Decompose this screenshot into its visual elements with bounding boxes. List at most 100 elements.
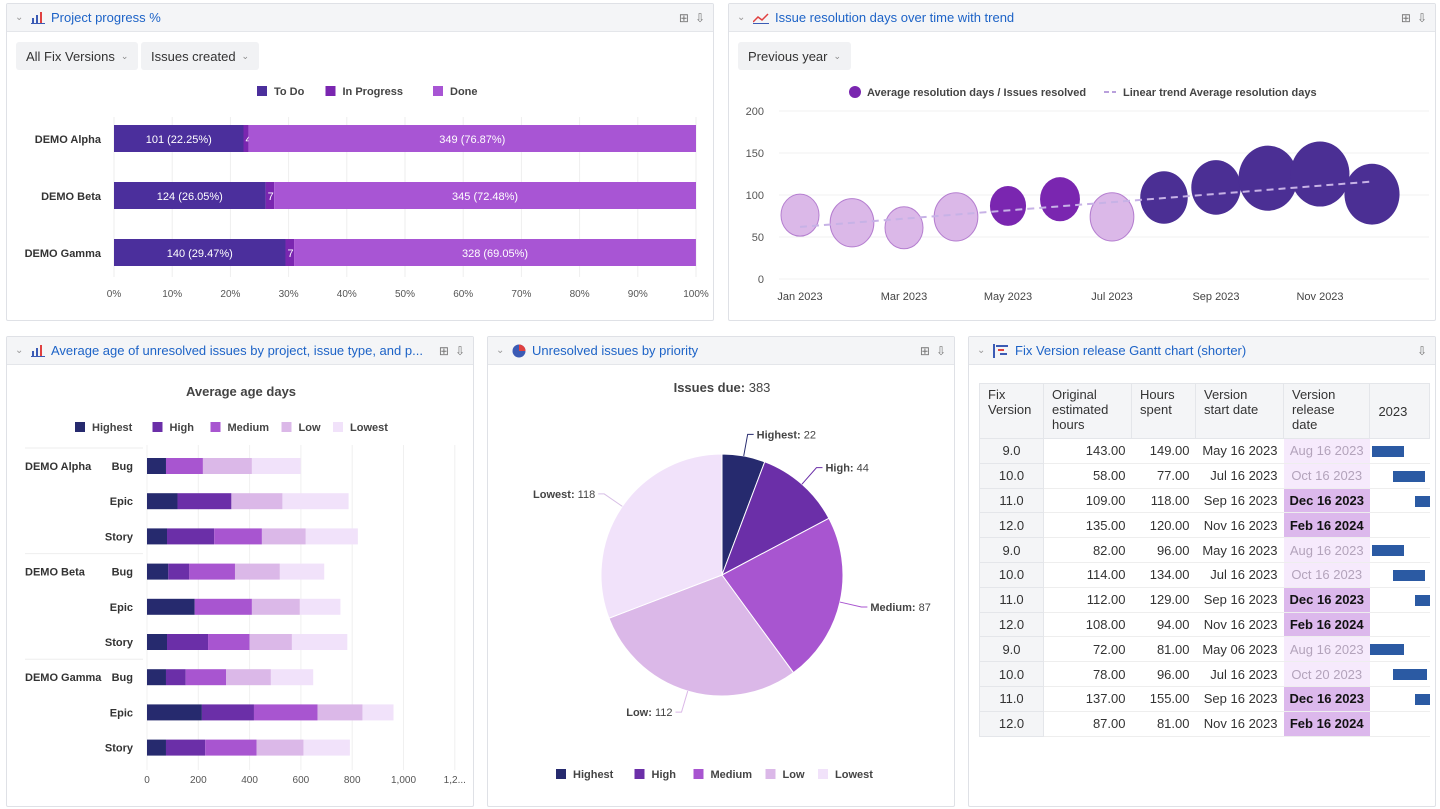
x-tick-label: 400 — [241, 775, 258, 786]
release-date-cell: Aug 16 2023 — [1283, 438, 1370, 464]
panel-title[interactable]: Issue resolution days over time with tre… — [775, 10, 1015, 25]
gantt-timeline-cell — [1369, 711, 1430, 737]
panel-title[interactable]: Project progress % — [51, 10, 161, 25]
category-label: Bug — [112, 567, 133, 579]
table-row: 12.0 87.00 81.00 Nov 16 2023 Feb 16 2024 — [979, 710, 1430, 737]
x-tick-label: May 2023 — [984, 291, 1032, 303]
bar-segment — [114, 125, 244, 152]
estimated-hours-cell: 58.00 — [1043, 463, 1132, 489]
column-header[interactable]: Version start date — [1195, 383, 1284, 439]
x-tick-label: 80% — [570, 289, 590, 300]
download-icon[interactable]: ⇩ — [1416, 343, 1427, 358]
start-date-cell: Sep 16 2023 — [1195, 686, 1284, 712]
start-date-cell: Jul 16 2023 — [1195, 562, 1284, 588]
bar-segment — [147, 563, 169, 580]
bar-segment — [265, 182, 275, 209]
collapse-chevron-icon[interactable]: ⌄ — [15, 12, 24, 23]
hours-spent-cell: 94.00 — [1131, 612, 1196, 638]
fix-versions-dropdown[interactable]: All Fix Versions ⌄ — [16, 42, 139, 70]
fix-version-cell: 10.0 — [979, 661, 1044, 687]
estimated-hours-cell: 82.00 — [1043, 537, 1132, 563]
fix-version-cell: 12.0 — [979, 512, 1044, 539]
table-view-icon[interactable]: ⊞ — [438, 343, 449, 358]
collapse-chevron-icon[interactable]: ⌄ — [15, 345, 24, 356]
table-view-icon[interactable]: ⊞ — [1400, 10, 1411, 25]
gantt-bar[interactable] — [1371, 446, 1405, 457]
release-date-cell: Dec 16 2023 — [1283, 488, 1370, 514]
legend-label: Done — [450, 86, 478, 98]
priority-pie-chart: Issues due: 383 Highest: 22 High: 44 Medium… — [533, 380, 931, 781]
gantt-bar[interactable] — [1369, 644, 1405, 656]
panel-title[interactable]: Fix Version release Gantt chart (shorter… — [1015, 343, 1247, 358]
table-view-icon[interactable]: ⊞ — [919, 343, 930, 358]
gantt-bar[interactable] — [1371, 545, 1405, 557]
download-icon[interactable]: ⇩ — [1416, 10, 1427, 25]
gantt-bar[interactable] — [1393, 470, 1426, 482]
table-row: 11.0 112.00 129.00 Sep 16 2023 Dec 16 2023 — [979, 586, 1430, 613]
x-tick-label: 0 — [144, 775, 150, 786]
column-header[interactable]: Hours spent — [1131, 383, 1196, 439]
column-header[interactable]: Fix Version — [979, 383, 1044, 439]
legend-label: Highest — [92, 422, 133, 434]
panel-title[interactable]: Unresolved issues by priority — [532, 343, 699, 358]
collapse-chevron-icon[interactable]: ⌄ — [737, 12, 746, 23]
x-tick-label: 50% — [395, 289, 415, 300]
bar-segment — [256, 739, 304, 756]
bar-segment — [177, 493, 232, 510]
x-tick-label: Mar 2023 — [881, 291, 927, 303]
column-header[interactable]: Original estimated hours — [1043, 383, 1132, 439]
bar-segment — [362, 704, 394, 721]
y-tick-label: 150 — [746, 148, 764, 160]
legend-swatch — [818, 769, 828, 779]
pie-chart-icon — [512, 344, 526, 357]
data-label: High: 44 — [825, 463, 868, 475]
download-icon[interactable]: ⇩ — [454, 343, 465, 358]
start-date-cell: May 16 2023 — [1195, 537, 1284, 563]
table-row: 10.0 58.00 77.00 Jul 16 2023 Oct 16 2023 — [979, 462, 1430, 489]
table-row: 12.0 108.00 94.00 Nov 16 2023 Feb 16 2024 — [979, 611, 1430, 638]
legend-swatch — [333, 422, 343, 432]
gantt-bar[interactable] — [1393, 669, 1427, 681]
data-label: 328 (69.05%) — [462, 248, 528, 260]
column-header[interactable]: 2023 — [1369, 383, 1431, 439]
bar-segment — [248, 125, 697, 152]
gantt-bar[interactable] — [1393, 569, 1426, 581]
x-tick-label: 100% — [683, 289, 709, 300]
download-icon[interactable]: ⇩ — [694, 10, 705, 25]
gantt-bar[interactable] — [1414, 594, 1430, 606]
download-icon[interactable]: ⇩ — [935, 343, 946, 358]
bar-segment — [167, 528, 215, 545]
bar-segment — [201, 704, 254, 721]
y-tick-label: 50 — [752, 232, 764, 244]
bar-segment — [291, 634, 348, 650]
bar-segment — [189, 563, 235, 580]
data-label: 345 (72.48%) — [452, 191, 518, 203]
collapse-chevron-icon[interactable]: ⌄ — [977, 345, 986, 356]
x-tick-label: Jan 2023 — [777, 291, 822, 303]
column-header[interactable]: Version release date — [1282, 383, 1371, 439]
x-tick-label: 40% — [337, 289, 357, 300]
bar-segment — [234, 563, 280, 580]
gantt-bar[interactable] — [1414, 693, 1430, 705]
legend-swatch — [325, 86, 336, 96]
dropdown-label: Issues created — [151, 48, 236, 64]
gantt-timeline-cell — [1369, 512, 1430, 539]
fix-version-cell: 10.0 — [979, 561, 1044, 588]
collapse-chevron-icon[interactable]: ⌄ — [496, 345, 505, 356]
resolution-bubble-chart: Average resolution days / Issues resolve… — [746, 86, 1429, 303]
legend-swatch — [693, 769, 704, 779]
start-date-cell: Sep 16 2023 — [1195, 488, 1284, 514]
gantt-bar[interactable] — [1414, 495, 1430, 507]
panel-title[interactable]: Average age of unresolved issues by proj… — [51, 343, 423, 358]
table-row: 10.0 114.00 134.00 Jul 16 2023 Oct 16 2023 — [979, 561, 1430, 588]
bar-segment — [243, 125, 249, 152]
bar-segment — [147, 493, 178, 510]
table-row: 9.0 72.00 81.00 May 06 2023 Aug 16 2023 — [979, 636, 1430, 663]
gantt-timeline-cell — [1369, 562, 1430, 588]
hours-spent-cell: 155.00 — [1131, 686, 1196, 712]
table-view-icon[interactable]: ⊞ — [678, 10, 689, 25]
period-dropdown[interactable]: Previous year ⌄ — [738, 42, 852, 70]
release-date-cell: Dec 16 2023 — [1283, 587, 1370, 613]
bar-segment — [165, 458, 203, 474]
issues-created-dropdown[interactable]: Issues created ⌄ — [141, 42, 260, 70]
